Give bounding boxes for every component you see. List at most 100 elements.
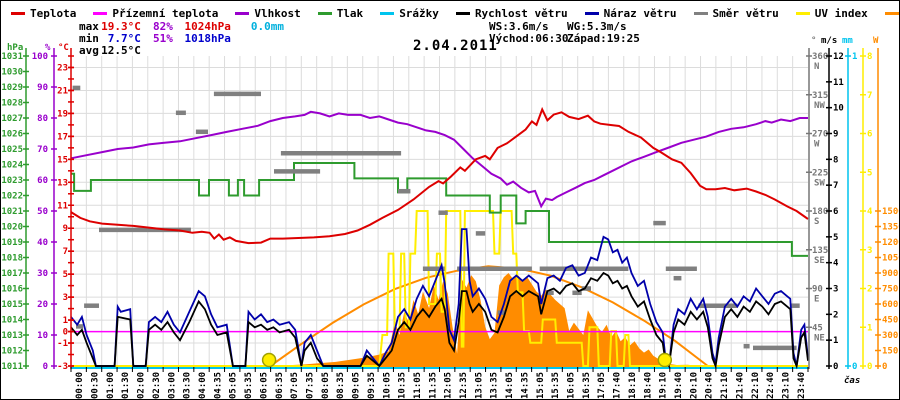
time-label: 10:35: [398, 372, 408, 399]
sunrise-marker-icon: [261, 352, 277, 368]
chart-title: 2.04.2011: [413, 38, 498, 54]
tick-label: 45: [812, 323, 823, 333]
tick-sublabel: W: [814, 140, 820, 150]
axis-uv: 8 7 6 5 4 3 2 1 0: [860, 48, 873, 372]
legend-item-6: Náraz větru: [584, 7, 677, 20]
tick-label: 5: [63, 270, 68, 280]
tick-label: 50: [37, 207, 48, 217]
tick-label: 1016: [1, 285, 23, 295]
tick-label: 17: [57, 132, 68, 142]
legend-swatch: [693, 12, 708, 15]
axis-mm: mm 1 0: [842, 36, 857, 372]
max-label: max: [79, 20, 99, 33]
tick-label: 1029: [1, 83, 23, 93]
tick-label: 10: [833, 104, 844, 114]
time-label: 03:30: [183, 372, 193, 399]
tick-label: 6: [833, 207, 838, 217]
time-label: 07:35: [306, 372, 316, 399]
time-label: 06:35: [275, 372, 285, 399]
legend-label: Tlak: [336, 7, 364, 20]
legend-swatch: [795, 12, 810, 15]
legend-swatch: [455, 12, 470, 15]
sunset-marker-icon: [657, 352, 673, 368]
tick-label: 1025: [1, 145, 23, 155]
legend-swatch: [235, 12, 250, 15]
tick-label: 150: [882, 347, 898, 357]
tick-label: 3: [63, 293, 68, 303]
time-label: 02:30: [152, 372, 162, 399]
time-label: 14:35: [520, 372, 530, 399]
tick-label: 1021: [1, 207, 23, 217]
tick-label: 0: [882, 362, 887, 372]
time-label: 12:05: [444, 372, 454, 399]
tick-label: 23: [57, 64, 68, 74]
tick-label: 1050: [882, 254, 900, 264]
tick-label: 100: [32, 52, 48, 62]
series-wind-gust: [70, 228, 809, 369]
tick-label: 1031: [1, 52, 23, 62]
legend-item-7: Směr větru: [693, 7, 779, 20]
time-label: 09:05: [352, 372, 362, 399]
tick-label: 8: [867, 52, 872, 62]
time-label: 00:00: [75, 372, 85, 399]
series-temperature: [70, 106, 809, 245]
tick-label: 600: [882, 300, 898, 310]
tick-sublabel: N: [814, 62, 819, 72]
tick-label: 1012: [1, 347, 23, 357]
time-label: 02:00: [137, 372, 147, 399]
tick-sublabel: S: [814, 217, 819, 227]
tick-label: 1350: [882, 223, 900, 233]
wind-gust-max: WG:5.3m/s: [567, 20, 627, 33]
time-label: 10:05: [382, 372, 392, 399]
tick-label: 0: [867, 362, 872, 372]
tick-label: 90: [812, 285, 823, 295]
tick-label: 9: [63, 224, 68, 234]
max-humidity: 82%: [153, 20, 173, 33]
time-label: 22:10: [751, 372, 761, 399]
tick-label: 1: [867, 323, 872, 333]
time-label: 03:00: [167, 372, 177, 399]
time-label: 23:40: [797, 372, 807, 399]
tick-label: 1: [852, 52, 857, 62]
sunset-time: Západ:19:25: [567, 32, 640, 45]
legend-item-1: Přízemní teplota: [93, 7, 218, 20]
legend-label: Rychlost větru: [474, 7, 568, 20]
axis-header-hum: %: [45, 43, 51, 53]
legend-swatch: [317, 12, 332, 15]
time-label: 18:10: [628, 372, 638, 399]
time-label: 16:35: [582, 372, 592, 399]
tick-label: 270: [812, 130, 828, 140]
tick-label: 0: [852, 362, 857, 372]
tick-sublabel: SE: [814, 256, 825, 266]
axis-header-hpa: hPa: [7, 43, 23, 53]
tick-sublabel: NE: [814, 333, 825, 343]
legend-item-3: Tlak: [317, 7, 364, 20]
tick-label: -3: [57, 362, 68, 372]
tick-label: 0: [833, 362, 838, 372]
wind-speed-max: WS:3.6m/s: [489, 20, 549, 33]
tick-label: 5: [833, 233, 838, 243]
tick-label: -1: [57, 339, 68, 349]
tick-label: 1020: [1, 223, 23, 233]
time-label: 15:35: [551, 372, 561, 399]
tick-label: 1028: [1, 99, 23, 109]
tick-label: 90: [37, 83, 48, 93]
avg-label: avg: [79, 44, 99, 57]
legend-item-8: UV index: [795, 7, 868, 20]
axis-temp: °C 23 21 19 17 15 13 11 9 7 5 3 1 0-1 -3: [57, 43, 74, 372]
tick-label: 4: [867, 207, 873, 217]
time-label: 07:05: [290, 372, 300, 399]
tick-label: 2: [833, 310, 838, 320]
min-label: min: [79, 32, 99, 45]
time-label: 23:10: [782, 372, 792, 399]
tick-label: 1014: [1, 316, 23, 326]
tick-label: 15: [57, 155, 68, 165]
avg-temperature: 12.5°C: [101, 44, 141, 57]
series-wind-speed: [70, 271, 809, 370]
